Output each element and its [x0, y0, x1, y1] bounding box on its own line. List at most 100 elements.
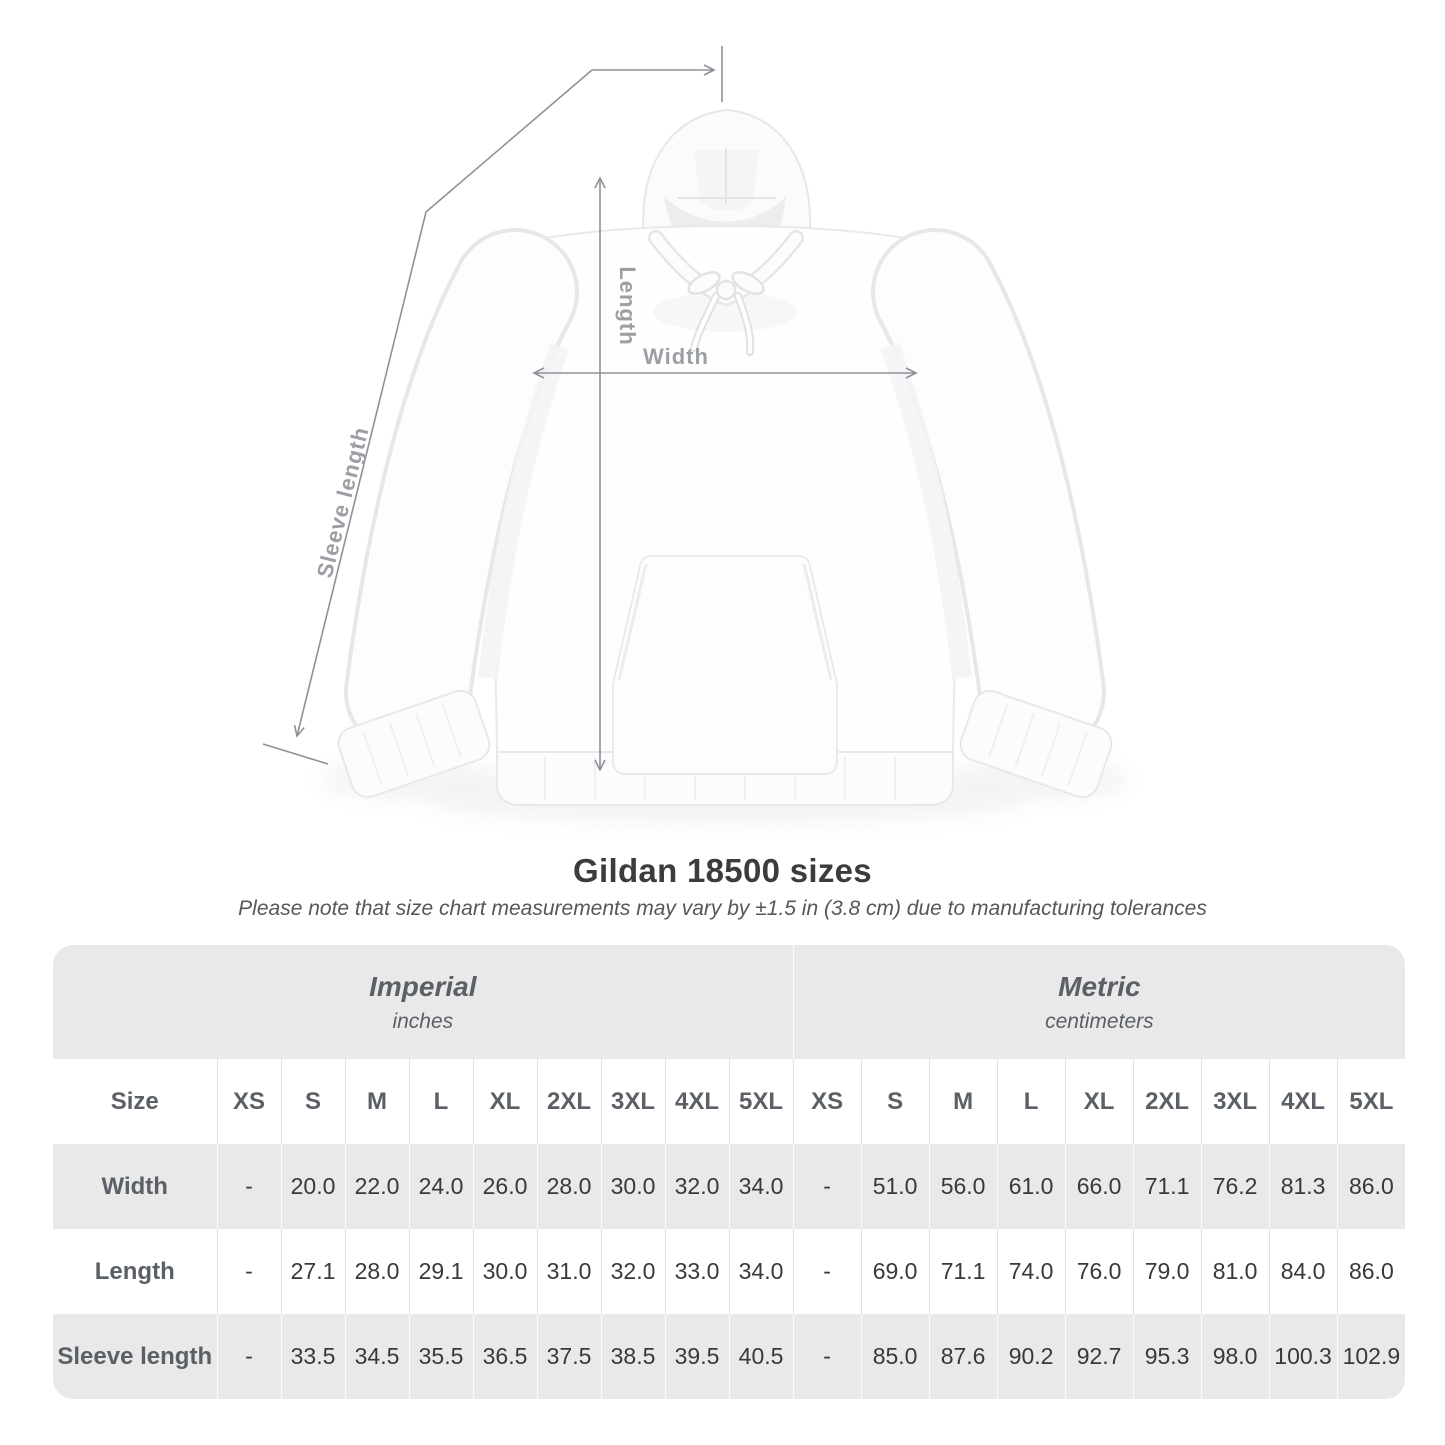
- sleeve-length-label: Sleeve length: [312, 424, 374, 580]
- table-row: Sleeve length -33.5 34.5 35.5 36.5 37.5 38.5 39…: [53, 1314, 1405, 1399]
- size-header-metric-l: L: [996, 1059, 1066, 1144]
- width-label: Width: [643, 344, 709, 369]
- kangaroo-pocket: [612, 555, 838, 775]
- hoodie-illustration: [320, 108, 1130, 824]
- value-cell: 28.0: [536, 1144, 601, 1229]
- metric-band: Metric centimeters: [792, 945, 1405, 1059]
- hem-band: [496, 751, 954, 806]
- size-column-header: Size: [53, 1059, 217, 1144]
- size-header-metric-5xl: 5XL: [1336, 1059, 1405, 1144]
- value-cell: 74.0: [996, 1229, 1066, 1314]
- value-cell: 71.1: [928, 1229, 998, 1314]
- value-cell: 87.6: [928, 1314, 998, 1399]
- metric-label: Metric: [1058, 970, 1141, 1002]
- size-header-imperial-m: M: [344, 1059, 409, 1144]
- value-cell: 84.0: [1268, 1229, 1338, 1314]
- value-cell: 30.0: [600, 1144, 665, 1229]
- value-cell: 98.0: [1200, 1314, 1270, 1399]
- value-cell: 27.1: [280, 1229, 345, 1314]
- size-header-metric-xl: XL: [1064, 1059, 1134, 1144]
- value-cell: -: [792, 1314, 862, 1399]
- value-cell: 34.5: [344, 1314, 409, 1399]
- value-cell: 39.5: [664, 1314, 729, 1399]
- value-cell: 66.0: [1064, 1144, 1134, 1229]
- size-chart: Imperial inches Metric centimeters Size X…: [53, 945, 1405, 1399]
- value-cell: 29.1: [408, 1229, 473, 1314]
- value-cell: 71.1: [1132, 1144, 1202, 1229]
- value-cell: 86.0: [1336, 1229, 1405, 1314]
- value-cell: 40.5: [728, 1314, 794, 1399]
- value-cell: 24.0: [408, 1144, 473, 1229]
- value-cell: 22.0: [344, 1144, 409, 1229]
- size-header-imperial-3xl: 3XL: [600, 1059, 665, 1144]
- size-header-metric-2xl: 2XL: [1132, 1059, 1202, 1144]
- length-label: Length: [615, 266, 640, 345]
- value-cell: 28.0: [344, 1229, 409, 1314]
- value-cell: 33.5: [280, 1314, 345, 1399]
- size-header-imperial-s: S: [280, 1059, 345, 1144]
- imperial-units: inches: [392, 1009, 454, 1033]
- value-cell: 37.5: [536, 1314, 601, 1399]
- page-title: Gildan 18500 sizes: [573, 852, 872, 889]
- value-cell: 31.0: [536, 1229, 601, 1314]
- size-header-imperial-xl: XL: [472, 1059, 537, 1144]
- size-chart-table: Imperial inches Metric centimeters Size X…: [53, 945, 1405, 1399]
- value-cell: 33.0: [664, 1229, 729, 1314]
- hoodie-size-diagram: Length Width Sleeve length: [262, 46, 1130, 824]
- value-cell: 51.0: [860, 1144, 930, 1229]
- value-cell: 90.2: [996, 1314, 1066, 1399]
- value-cell: 32.0: [664, 1144, 729, 1229]
- value-cell: 95.3: [1132, 1314, 1202, 1399]
- metric-units: centimeters: [1045, 1009, 1154, 1033]
- size-header-metric-3xl: 3XL: [1200, 1059, 1270, 1144]
- value-cell: 81.3: [1268, 1144, 1338, 1229]
- table-row: Width -20.0 22.0 24.0 26.0 28.0 30.0 32.0 34.0-5…: [53, 1144, 1405, 1229]
- left-sleeve: [344, 228, 579, 756]
- right-cuff: [959, 689, 1113, 799]
- value-cell: 32.0: [600, 1229, 665, 1314]
- value-cell: 86.0: [1336, 1144, 1405, 1229]
- value-cell: 35.5: [408, 1314, 473, 1399]
- chest-shade: [653, 292, 797, 332]
- value-cell: 79.0: [1132, 1229, 1202, 1314]
- value-cell: 61.0: [996, 1144, 1066, 1229]
- value-cell: 34.0: [728, 1144, 794, 1229]
- value-cell: 26.0: [472, 1144, 537, 1229]
- value-cell: 92.7: [1064, 1314, 1134, 1399]
- value-cell: 100.3: [1268, 1314, 1338, 1399]
- size-header-metric-xs: XS: [792, 1059, 862, 1144]
- table-row: Length -27.1 28.0 29.1 30.0 31.0 32.0 33.0 34.0-…: [53, 1229, 1405, 1314]
- value-cell: 56.0: [928, 1144, 998, 1229]
- row-label: Width: [101, 1172, 168, 1200]
- value-cell: 34.0: [728, 1229, 794, 1314]
- sleeve-length-arrow: [262, 46, 723, 765]
- value-cell: 85.0: [860, 1314, 930, 1399]
- value-cell: -: [216, 1314, 281, 1399]
- size-header-row: Size XS S M L XL 2XL 3XL 4XL 5XL XS S M L XL 2XL 3XL 4XL 5…: [53, 1059, 1405, 1144]
- value-cell: 76.0: [1064, 1229, 1134, 1314]
- value-cell: 30.0: [472, 1229, 537, 1314]
- row-label: Length: [94, 1257, 175, 1285]
- value-cell: 38.5: [600, 1314, 665, 1399]
- value-cell: 36.5: [472, 1314, 537, 1399]
- left-cuff: [337, 689, 491, 799]
- size-header-imperial-4xl: 4XL: [664, 1059, 729, 1144]
- value-cell: -: [216, 1229, 281, 1314]
- value-cell: 20.0: [280, 1144, 345, 1229]
- hood-seams: [678, 148, 776, 204]
- imperial-label: Imperial: [369, 970, 477, 1002]
- tolerance-note: Please note that size chart measurements…: [238, 897, 1207, 920]
- value-cell: 76.2: [1200, 1144, 1270, 1229]
- value-cell: 102.9: [1336, 1314, 1405, 1399]
- size-header-imperial-2xl: 2XL: [536, 1059, 601, 1144]
- value-cell: 69.0: [860, 1229, 930, 1314]
- right-sleeve: [871, 228, 1106, 756]
- size-header-imperial-5xl: 5XL: [728, 1059, 794, 1144]
- value-cell: -: [792, 1229, 862, 1314]
- drawstring: [687, 271, 765, 356]
- size-header-metric-m: M: [928, 1059, 998, 1144]
- unit-band-row: Imperial inches Metric centimeters: [53, 945, 1405, 1059]
- value-cell: -: [216, 1144, 281, 1229]
- size-header-metric-s: S: [860, 1059, 930, 1144]
- row-label: Sleeve length: [57, 1342, 213, 1370]
